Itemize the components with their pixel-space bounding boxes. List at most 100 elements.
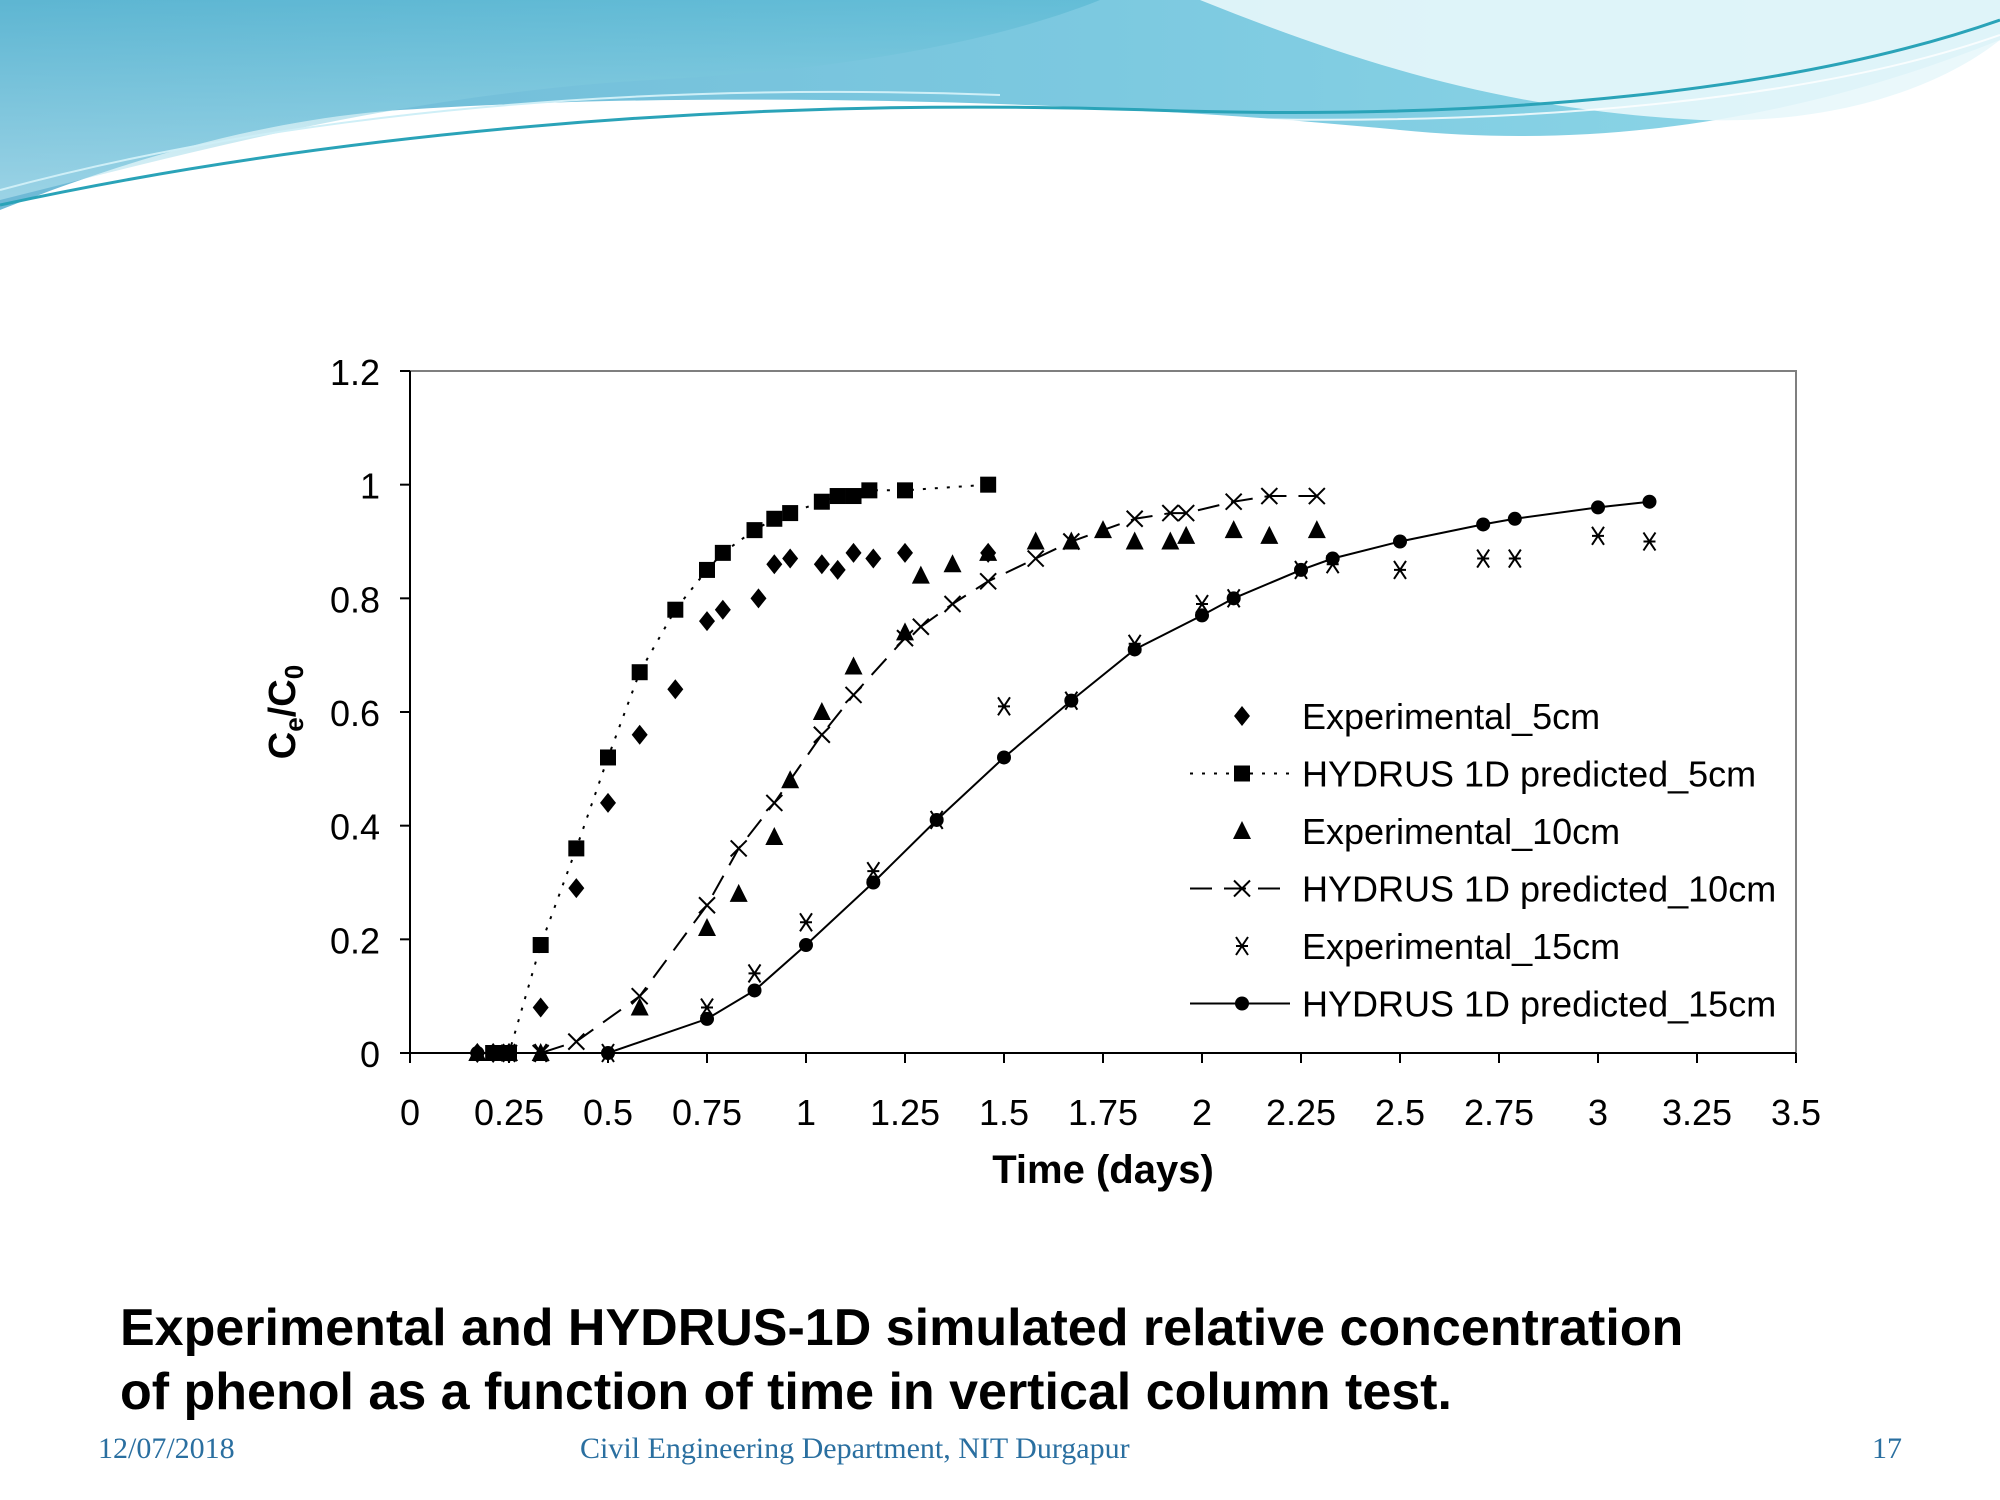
series-experimental-10cm bbox=[468, 520, 1326, 1061]
data-point bbox=[1642, 531, 1657, 552]
data-point bbox=[896, 629, 914, 647]
footer-page-number: 17 bbox=[1872, 1432, 1902, 1465]
x-tick-label: 0.5 bbox=[583, 1092, 633, 1133]
x-tick-label: 2.25 bbox=[1266, 1092, 1336, 1133]
data-point bbox=[631, 724, 648, 745]
data-point bbox=[997, 696, 1011, 716]
x-tick-label: 0.75 bbox=[672, 1092, 742, 1133]
legend-item: HYDRUS 1D predicted_10cm bbox=[1190, 869, 1776, 910]
data-point bbox=[1125, 531, 1144, 550]
y-tick-label: 0.2 bbox=[330, 920, 380, 961]
x-tick-label: 2 bbox=[1192, 1092, 1212, 1133]
data-point bbox=[1325, 551, 1340, 566]
footer-date: 12/07/2018 bbox=[98, 1432, 235, 1465]
x-tick-label: 1 bbox=[796, 1092, 816, 1133]
data-point bbox=[502, 1046, 516, 1060]
data-point bbox=[750, 588, 767, 609]
data-point bbox=[765, 794, 784, 812]
data-point bbox=[782, 548, 799, 569]
series-hydrus-1d-predicted-5cm bbox=[485, 476, 997, 1061]
data-point bbox=[568, 840, 585, 857]
series-line bbox=[493, 483, 989, 1054]
data-point bbox=[699, 561, 715, 578]
chart-panel bbox=[214, 310, 1850, 1230]
data-point bbox=[1026, 531, 1045, 550]
data-point bbox=[746, 522, 763, 539]
y-tick-label: 1 bbox=[360, 466, 380, 507]
data-point bbox=[714, 544, 731, 561]
data-point bbox=[698, 896, 716, 914]
data-point bbox=[1260, 487, 1279, 505]
data-point bbox=[1294, 562, 1308, 577]
x-tick-label: 3.5 bbox=[1771, 1092, 1821, 1133]
legend-label: HYDRUS 1D predicted_5cm bbox=[1302, 754, 1756, 795]
data-point bbox=[911, 565, 930, 584]
series-hydrus-1d-predicted-15cm bbox=[470, 494, 1657, 1060]
legend-item: HYDRUS 1D predicted_5cm bbox=[1190, 754, 1756, 795]
slide-header-wave bbox=[0, 0, 2000, 216]
data-point bbox=[532, 937, 549, 954]
data-point bbox=[698, 917, 716, 936]
data-point bbox=[600, 749, 616, 766]
y-tick-label: 0.6 bbox=[330, 693, 380, 734]
footer-department: Civil Engineering Department, NIT Durgap… bbox=[580, 1432, 1130, 1465]
data-point bbox=[782, 505, 799, 522]
data-point bbox=[1195, 608, 1209, 623]
data-point bbox=[630, 997, 649, 1016]
slide-caption: Experimental and HYDRUS-1D simulated rel… bbox=[120, 1296, 1820, 1424]
y-tick-label: 0.4 bbox=[330, 807, 380, 848]
data-point bbox=[747, 963, 762, 983]
data-point bbox=[813, 493, 830, 510]
data-point bbox=[1226, 591, 1241, 606]
x-tick-label: 3.25 bbox=[1662, 1092, 1732, 1133]
data-point bbox=[568, 878, 585, 899]
legend-marker bbox=[1233, 821, 1251, 839]
legend-marker bbox=[1235, 936, 1249, 956]
data-point bbox=[1393, 560, 1407, 580]
data-point bbox=[567, 1032, 586, 1051]
data-point bbox=[980, 476, 997, 493]
data-point bbox=[943, 595, 962, 613]
data-point bbox=[667, 679, 684, 700]
data-point bbox=[1260, 525, 1279, 544]
data-point bbox=[813, 726, 831, 744]
legend-marker bbox=[1234, 765, 1250, 782]
data-point bbox=[979, 542, 998, 561]
data-point bbox=[1064, 693, 1079, 708]
data-point bbox=[897, 542, 913, 563]
data-point bbox=[844, 686, 863, 704]
x-tick-label: 1.75 bbox=[1068, 1092, 1138, 1133]
data-point bbox=[997, 750, 1011, 765]
data-point bbox=[1062, 532, 1081, 551]
legend-label: Experimental_15cm bbox=[1302, 926, 1620, 967]
data-point bbox=[714, 599, 731, 620]
x-tick-label: 0 bbox=[400, 1092, 420, 1133]
series-line bbox=[509, 495, 1317, 1054]
x-tick-label: 2.5 bbox=[1375, 1092, 1425, 1133]
data-point bbox=[799, 912, 813, 932]
data-point bbox=[812, 702, 831, 720]
legend-item: Experimental_5cm bbox=[1234, 696, 1600, 737]
legend-marker bbox=[1234, 706, 1250, 726]
data-point bbox=[1507, 511, 1522, 526]
data-point bbox=[1476, 517, 1491, 532]
data-point bbox=[929, 812, 944, 827]
data-point bbox=[631, 664, 648, 681]
data-point bbox=[1125, 510, 1144, 528]
data-point bbox=[532, 997, 549, 1018]
data-point bbox=[765, 827, 784, 846]
x-tick-label: 1.5 bbox=[979, 1092, 1029, 1133]
series-layer bbox=[468, 476, 1657, 1063]
x-axis-label: Time (days) bbox=[992, 1148, 1214, 1192]
x-tick-label: 2.75 bbox=[1464, 1092, 1534, 1133]
x-axis-ticks: 0 0.25 0.5 0.75 1 1.25 1.5 1.75 2 2.25 2.5 2.75 3 3.2… bbox=[400, 1053, 1821, 1133]
data-point bbox=[1307, 520, 1326, 539]
data-point bbox=[912, 618, 930, 636]
data-point bbox=[943, 554, 962, 573]
data-point bbox=[766, 554, 783, 575]
data-point bbox=[667, 601, 684, 618]
data-point bbox=[866, 875, 881, 890]
legend-item: Experimental_15cm bbox=[1235, 926, 1620, 967]
x-tick-label: 0.25 bbox=[474, 1092, 544, 1133]
data-point bbox=[700, 1011, 714, 1026]
